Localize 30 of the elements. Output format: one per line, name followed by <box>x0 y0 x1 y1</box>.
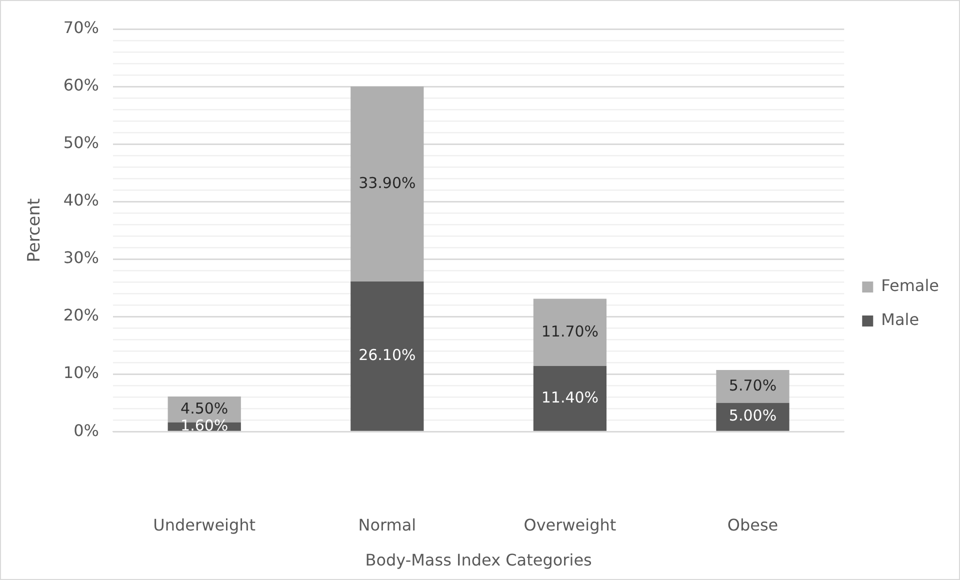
bar <box>350 281 424 431</box>
bar <box>716 402 790 431</box>
y-tick-label: 20% <box>63 306 99 325</box>
data-label: 1.60% <box>180 416 228 435</box>
legend-label: Male <box>881 310 920 330</box>
bar <box>350 86 424 282</box>
data-label: 11.40% <box>541 388 599 406</box>
x-axis-title: Body-Mass Index Categories <box>365 550 592 570</box>
data-label: 33.90% <box>358 174 416 192</box>
data-label: 26.10% <box>358 346 416 364</box>
y-tick-label: 50% <box>63 133 99 152</box>
y-tick-label: 40% <box>63 190 99 210</box>
y-tick-label: 60% <box>63 76 99 95</box>
y-tick-label: 30% <box>63 248 99 268</box>
x-tick-label: Normal <box>358 515 416 534</box>
x-tick-label: Obese <box>727 515 778 534</box>
data-label: 4.50% <box>180 399 228 418</box>
bar <box>533 298 607 366</box>
x-tick-label: Underweight <box>153 515 256 534</box>
y-axis-title: Percent <box>24 198 45 262</box>
data-label: 5.70% <box>728 376 777 394</box>
data-label: 5.00% <box>728 406 777 425</box>
y-tick-label: 0% <box>74 420 99 440</box>
y-tick-label: 10% <box>63 363 99 382</box>
bar <box>716 370 790 403</box>
x-tick-label: Overweight <box>524 515 616 534</box>
bar <box>533 366 607 431</box>
y-tick-label: 70% <box>63 18 99 38</box>
data-label: 11.70% <box>541 322 599 340</box>
legend-label: Female <box>881 276 940 296</box>
